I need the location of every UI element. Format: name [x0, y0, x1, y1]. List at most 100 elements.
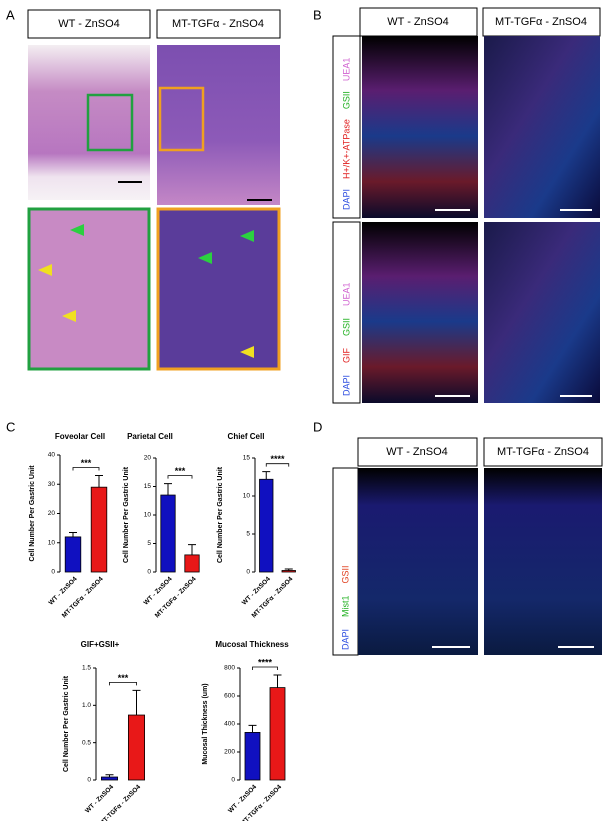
panel-label: B	[313, 7, 322, 22]
stain-box	[332, 467, 359, 656]
stain-label: H+/K+-ATPase	[341, 119, 351, 179]
zoom-box	[158, 86, 205, 152]
y-tick-label: 600	[224, 693, 235, 700]
y-tick-label: 5	[246, 531, 250, 538]
y-tick-label: 1.0	[82, 702, 91, 709]
stain-label: GSII	[341, 318, 351, 336]
y-tick-label: 0	[147, 569, 151, 576]
bar	[90, 486, 108, 573]
stain-label: DAPI	[340, 629, 350, 650]
arrowhead	[38, 264, 52, 276]
y-tick-label: 400	[224, 721, 235, 728]
micrograph	[156, 207, 281, 371]
micrograph	[484, 222, 600, 403]
y-tick-label: 800	[224, 665, 235, 672]
y-tick-label: 20	[48, 510, 56, 517]
bar	[184, 554, 200, 573]
header-box	[357, 437, 478, 467]
stain-box	[332, 35, 361, 219]
micrograph	[484, 36, 600, 218]
significance-bracket	[265, 463, 290, 467]
micrograph	[27, 207, 151, 371]
x-tick-label: MT-TGFα - ZnSO4	[239, 783, 283, 821]
stain-label: UEA1	[341, 282, 351, 306]
y-tick-label: 200	[224, 749, 235, 756]
stain-label: Mist1	[340, 595, 350, 617]
error-bar	[164, 483, 172, 496]
error-bar	[188, 544, 196, 555]
error-bar	[95, 474, 103, 488]
header: WT - ZnSO4	[387, 16, 449, 28]
zoom-box	[86, 93, 134, 152]
panel-label: A	[6, 7, 15, 22]
bar	[127, 714, 145, 781]
y-tick-label: 0.5	[82, 739, 91, 746]
chart-title: GIF+GSII+	[81, 640, 120, 649]
error-bar	[273, 674, 282, 688]
arrowhead	[240, 346, 254, 358]
bar	[64, 536, 82, 573]
header: MT-TGFα - ZnSO4	[495, 16, 587, 28]
error-bar	[262, 471, 271, 480]
significance-bracket	[72, 467, 100, 471]
micrograph	[484, 468, 602, 655]
y-tick-label: 30	[48, 481, 56, 488]
bar	[244, 732, 261, 781]
header-box	[482, 7, 601, 37]
significance: ***	[118, 673, 129, 683]
significance-bracket	[252, 666, 278, 670]
significance-bracket	[109, 682, 137, 686]
bar	[160, 494, 176, 573]
bar	[259, 478, 274, 573]
chart-title: Parietal Cell	[127, 432, 173, 441]
panel-label: C	[6, 419, 15, 434]
bar	[281, 570, 296, 573]
error-bar	[105, 774, 114, 778]
micrograph	[362, 36, 478, 218]
micrograph	[362, 222, 478, 403]
chart-title: Foveolar Cell	[55, 432, 105, 441]
y-axis-label: Cell Number Per Gastric Unit	[123, 466, 130, 563]
arrowhead	[62, 310, 76, 322]
y-axis-label: Cell Number Per Gastric Unit	[63, 675, 70, 772]
x-tick-label: MT-TGFα - ZnSO4	[154, 575, 198, 619]
y-tick-label: 20	[144, 455, 152, 462]
y-tick-label: 15	[144, 483, 152, 490]
error-bar	[132, 689, 141, 716]
stain-label: GIF	[341, 347, 351, 363]
stain-label: UEA1	[341, 58, 351, 82]
significance: ***	[81, 458, 92, 468]
header-box	[27, 9, 151, 39]
error-bar	[69, 532, 77, 537]
bar	[101, 776, 119, 781]
stain-box	[332, 221, 361, 404]
micrograph	[157, 45, 280, 205]
bar	[269, 687, 286, 781]
stain-label: DAPI	[341, 375, 351, 396]
stain-label: GSII	[340, 565, 350, 583]
y-axis-label: Mucosal Thickness (um)	[202, 683, 209, 764]
micrograph	[358, 468, 478, 655]
header: MT-TGFα - ZnSO4	[497, 446, 589, 458]
x-tick-label: MT-TGFα - ZnSO4	[251, 575, 295, 619]
y-tick-label: 10	[243, 493, 251, 500]
y-tick-label: 15	[243, 455, 251, 462]
y-tick-label: 5	[147, 540, 151, 547]
y-tick-label: 1.5	[82, 665, 91, 672]
header: WT - ZnSO4	[58, 18, 120, 30]
y-axis-label: Cell Number Per Gastric Unit	[217, 466, 224, 563]
header-box	[156, 9, 281, 39]
panel-label: D	[313, 419, 322, 434]
significance: ***	[175, 466, 186, 476]
y-tick-label: 0	[87, 777, 91, 784]
stain-label: DAPI	[341, 189, 351, 210]
arrowhead	[198, 252, 212, 264]
significance: ****	[258, 657, 273, 667]
y-axis-label: Cell Number Per Gastric Unit	[29, 465, 36, 562]
y-tick-label: 0	[246, 569, 250, 576]
arrowhead	[70, 224, 84, 236]
arrowhead	[240, 230, 254, 242]
y-tick-label: 40	[48, 452, 56, 459]
header-box	[359, 7, 478, 37]
header: WT - ZnSO4	[386, 446, 448, 458]
